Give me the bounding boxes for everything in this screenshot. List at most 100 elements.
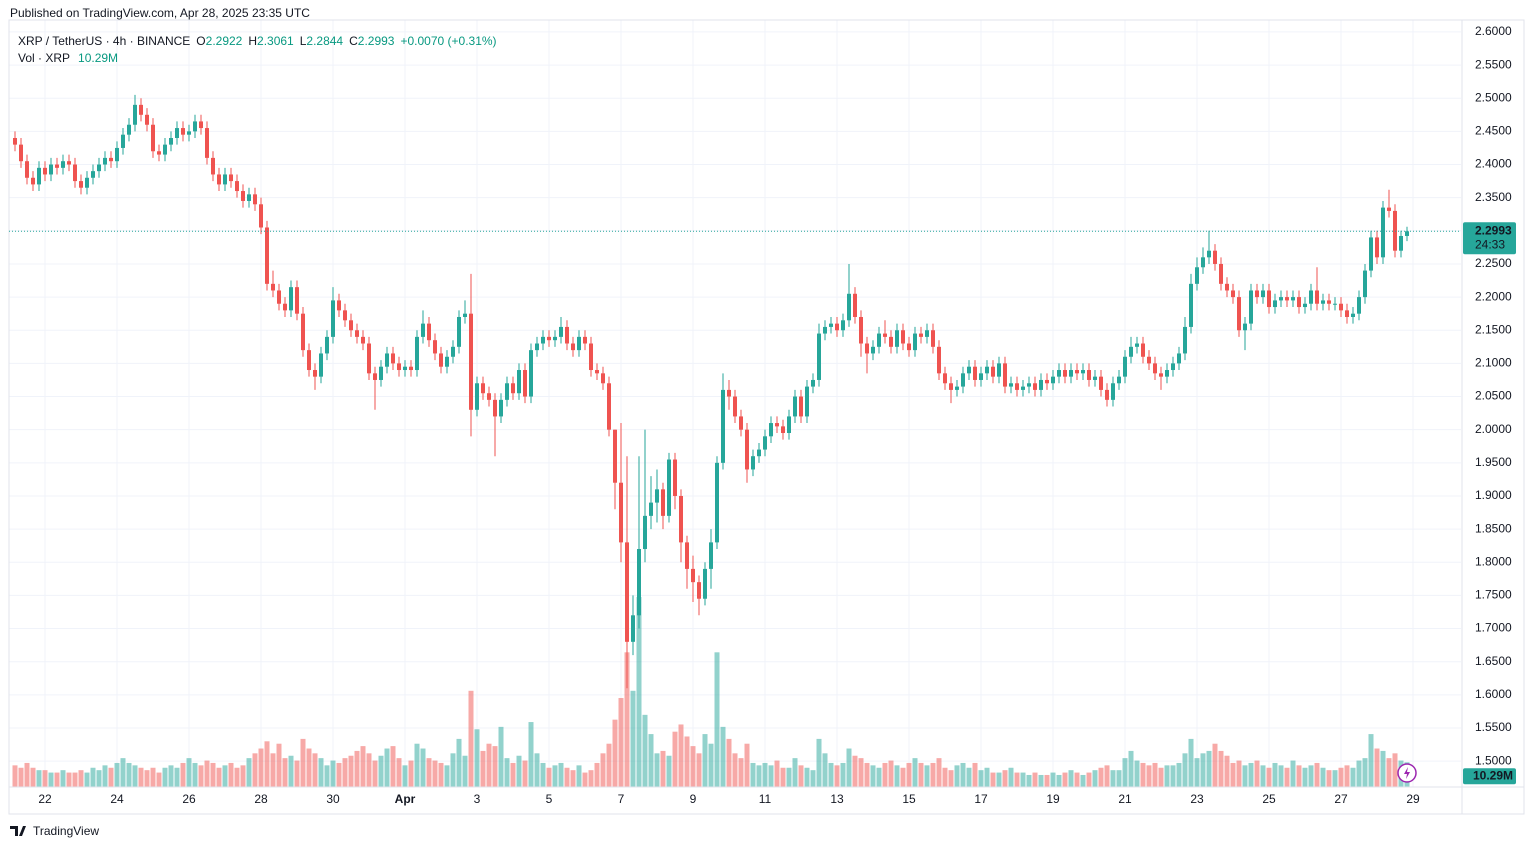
- volume-bar: [660, 750, 666, 787]
- volume-bar: [546, 767, 552, 787]
- candle-body: [1171, 363, 1175, 371]
- volume-bar: [1182, 753, 1188, 787]
- candle-body: [1381, 207, 1385, 258]
- candle-body: [703, 568, 707, 599]
- x-tick-label: 28: [254, 792, 268, 806]
- countdown: 24:33: [1475, 237, 1505, 251]
- volume-bar: [1380, 750, 1386, 787]
- volume-bar: [726, 738, 732, 787]
- candle-body: [1069, 370, 1073, 377]
- volume-bar: [480, 750, 486, 787]
- candle-body: [667, 459, 671, 516]
- candle-body: [907, 343, 911, 351]
- candle-body: [445, 356, 449, 367]
- y-tick-label: 2.6000: [1475, 24, 1512, 38]
- volume-bar: [900, 767, 906, 787]
- volume-bar: [1356, 760, 1362, 787]
- candle-body: [583, 336, 587, 344]
- volume-bar: [132, 765, 138, 787]
- volume-bar: [300, 738, 306, 787]
- candle-body: [1321, 300, 1325, 304]
- candle-body: [103, 157, 107, 165]
- volume-bar: [372, 760, 378, 787]
- candle-body: [835, 323, 839, 331]
- candle-body: [1231, 290, 1235, 298]
- candle-body: [607, 383, 611, 430]
- volume-bar: [666, 755, 672, 787]
- candle-body: [175, 128, 179, 138]
- candle-body: [211, 157, 215, 175]
- volume-bar: [228, 762, 234, 787]
- volume-bar: [936, 758, 942, 787]
- y-tick-label: 2.0500: [1475, 389, 1512, 403]
- volume-bar: [714, 652, 720, 787]
- volume-bar: [1266, 767, 1272, 787]
- logo-mark: [10, 826, 26, 836]
- candle-body: [121, 134, 125, 148]
- candle-body: [241, 191, 245, 201]
- volume-bar: [138, 767, 144, 787]
- volume-bar: [1068, 770, 1074, 787]
- candle-body: [1213, 250, 1217, 264]
- candle-body: [235, 181, 239, 192]
- volume-bar: [1344, 765, 1350, 787]
- candle-body: [535, 343, 539, 351]
- volume-bar: [774, 760, 780, 787]
- candle-body: [157, 151, 161, 155]
- candle-body: [301, 313, 305, 351]
- volume-bar: [792, 758, 798, 787]
- candle-body: [1261, 290, 1265, 298]
- l-key: L: [300, 34, 307, 48]
- symbol: XRP / TetherUS · 4h · BINANCE: [18, 34, 190, 48]
- candle-body: [547, 336, 551, 341]
- volume-bar: [810, 770, 816, 787]
- volume-bar: [1008, 767, 1014, 787]
- volume-bar: [1308, 765, 1314, 787]
- candle-body: [481, 383, 485, 394]
- candle-body: [31, 177, 35, 185]
- candle-body: [307, 350, 311, 371]
- volume-bar: [264, 741, 270, 787]
- c-key: C: [349, 34, 358, 48]
- candle-body: [823, 326, 827, 334]
- candle-body: [499, 399, 503, 417]
- volume-bar: [708, 743, 714, 787]
- volume-bar: [24, 762, 30, 787]
- volume-bar: [330, 760, 336, 787]
- candle-body: [1273, 300, 1277, 308]
- volume-bar: [420, 748, 426, 787]
- volume-bar: [1128, 750, 1134, 787]
- brand: TradingView: [33, 824, 99, 838]
- candle-body: [1357, 297, 1361, 314]
- candle-body: [715, 462, 719, 543]
- candle-body: [217, 174, 221, 185]
- volume-bar: [192, 762, 198, 787]
- candle-body: [925, 330, 929, 337]
- volume-bar: [468, 690, 474, 787]
- volume-bar: [978, 770, 984, 787]
- volume-bar: [210, 762, 216, 787]
- candle-body: [1093, 376, 1097, 380]
- volume-bar: [1320, 767, 1326, 787]
- replay-bolt: [1404, 767, 1410, 779]
- volume-bar: [762, 762, 768, 787]
- volume-bar: [456, 738, 462, 787]
- candle-body: [79, 181, 83, 188]
- candle-body: [1291, 297, 1295, 301]
- volume-bar: [324, 765, 330, 787]
- candle-body: [271, 283, 275, 291]
- y-tick-label: 2.2500: [1475, 256, 1512, 270]
- x-tick-label: 30: [326, 792, 340, 806]
- candle-body: [49, 164, 53, 175]
- y-tick-label: 2.1000: [1475, 356, 1512, 370]
- x-tick-label: 3: [474, 792, 481, 806]
- volume-bar: [648, 734, 654, 787]
- volume-bar: [486, 743, 492, 787]
- volume-bar: [306, 748, 312, 787]
- volume-bar: [882, 762, 888, 787]
- candle-body: [61, 161, 65, 168]
- candle-body: [1003, 363, 1007, 387]
- candle-body: [1351, 313, 1355, 317]
- volume-bar: [144, 770, 150, 787]
- volume-label: 10.29M: [1473, 768, 1513, 782]
